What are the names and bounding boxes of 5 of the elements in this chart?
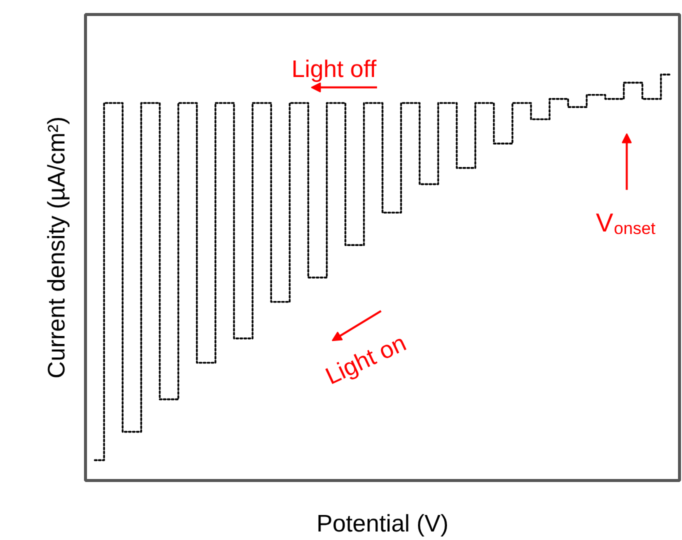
annotation: Vonset <box>596 207 656 238</box>
annotation: Light off <box>291 56 377 84</box>
y-axis-title: Current density (µA/cm²) <box>44 116 70 378</box>
annotation: Light on <box>322 330 410 390</box>
x-axis-title: Potential (V) <box>316 510 449 538</box>
